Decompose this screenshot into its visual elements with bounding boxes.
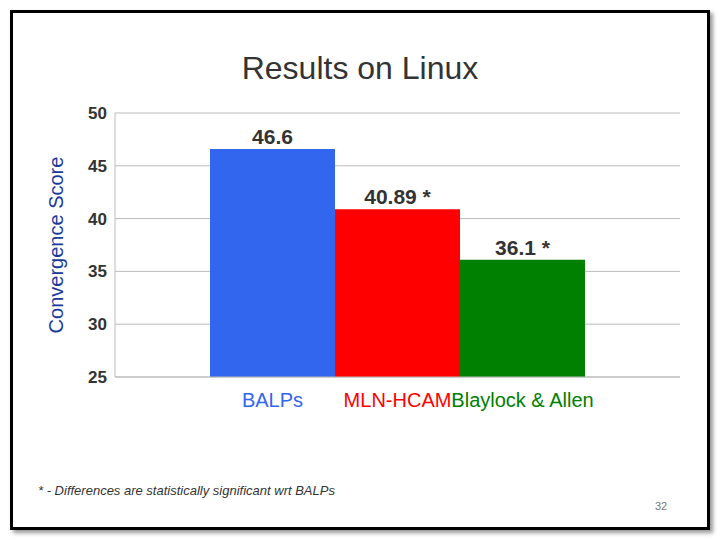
svg-text:MLN-HCAM: MLN-HCAM xyxy=(344,389,452,411)
svg-text:40.89 *: 40.89 * xyxy=(364,185,431,208)
svg-text:40: 40 xyxy=(88,210,107,229)
svg-text:25: 25 xyxy=(88,368,107,387)
svg-text:30: 30 xyxy=(88,315,107,334)
svg-text:46.6: 46.6 xyxy=(252,125,293,148)
svg-text:35: 35 xyxy=(88,262,107,281)
html-text:32: 32 xyxy=(655,500,668,512)
html-text:Results on Linux: Results on Linux xyxy=(241,50,479,86)
html-text:* - Differences are statistica: * - Differences are statistically signif… xyxy=(38,483,335,498)
svg-text:50: 50 xyxy=(88,104,107,123)
svg-text:36.1 *: 36.1 * xyxy=(495,236,551,259)
svg-text:Blaylock & Allen: Blaylock & Allen xyxy=(451,389,593,411)
html-text:Convergence Score: Convergence Score xyxy=(44,156,67,334)
svg-text:45: 45 xyxy=(88,157,107,176)
svg-text:BALPs: BALPs xyxy=(242,389,303,411)
